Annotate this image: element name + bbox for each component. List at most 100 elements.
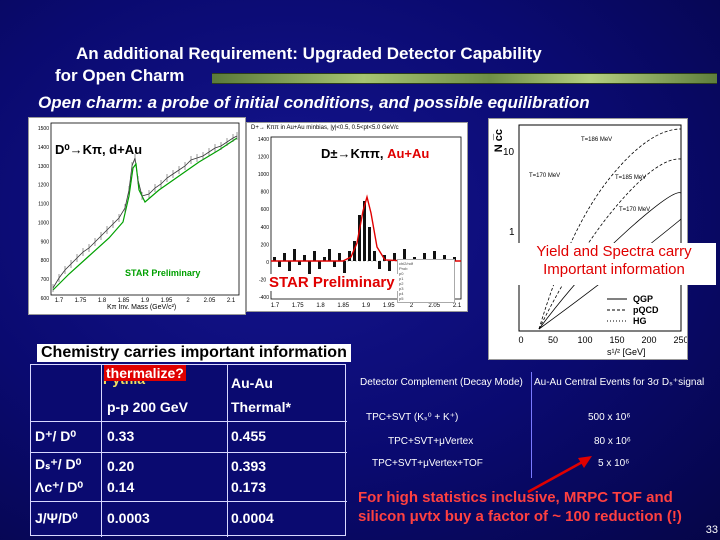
dau-star-label: STAR Preliminary: [125, 268, 201, 278]
histogram-bar: [308, 261, 311, 275]
tick-label: 400: [261, 225, 270, 231]
tick-label: 700: [41, 277, 50, 283]
ncc-ytick-1: 1: [509, 227, 515, 238]
table-divider: [31, 501, 347, 502]
slide-title: An additional Requirement: Upgraded Dete…: [76, 44, 542, 63]
tick-label: -200: [259, 277, 269, 283]
tick-label: 1.75: [292, 303, 304, 309]
tick-label: 0: [518, 335, 523, 345]
detector-row-config: TPC+SVT (Kₛ⁰ + K⁺): [366, 412, 459, 423]
ncc-legend-pqcd: pQCD: [633, 305, 659, 315]
ratio-head-pp: p-p 200 GeV: [107, 399, 188, 415]
tick-label: 2.1: [453, 303, 462, 309]
histogram-bar: [338, 253, 341, 261]
histogram-bar: [288, 261, 291, 271]
tick-label: 2.05: [428, 303, 440, 309]
auau-label: D±→Kππ,: [321, 146, 384, 161]
dau-label: D⁰→Kπ, d+Au: [55, 142, 143, 157]
histogram-bar: [388, 261, 391, 271]
auau-fit-params: chi2/ndf Prob p0 p1 p2 p3 p4 p5: [399, 261, 414, 301]
tick-label: 2.1: [227, 298, 236, 304]
detector-head-right: Au-Au Central Events for 3σ Dₛ⁺signal: [534, 377, 705, 388]
table-divider: [31, 452, 347, 453]
tick-label: 2: [186, 298, 190, 304]
detector-table: Detector Complement (Decay Mode) Au-Au C…: [356, 372, 710, 478]
tick-label: 1.7: [271, 303, 280, 309]
tick-label: 0: [266, 260, 269, 266]
histogram-bar: [393, 253, 396, 261]
histogram-bar: [373, 251, 376, 261]
ratio-head-thermal: Thermal*: [231, 399, 291, 415]
ncc-curve-label: T=185 MeV: [615, 175, 647, 181]
histogram-bar: [298, 261, 301, 265]
ratio-row-label: D⁺/ D⁰: [35, 428, 77, 444]
page-number: 33: [705, 524, 718, 536]
tick-label: 1.9: [141, 298, 150, 304]
tick-label: 1.85: [118, 298, 130, 304]
table-divider: [227, 365, 228, 537]
tick-label: 900: [41, 239, 50, 245]
tick-label: 1.95: [161, 298, 173, 304]
tick-label: 1.8: [98, 298, 107, 304]
histogram-bar: [293, 249, 296, 261]
histogram-bar: [353, 241, 356, 261]
ratio-row-auau: 0.393: [231, 458, 267, 474]
yield-annotation: Yield and Spectra carry Important inform…: [512, 243, 716, 285]
detector-row-events: 500 x 10⁶: [588, 412, 631, 423]
ratio-row-pp: 0.20: [107, 458, 135, 474]
tick-label: 1.7: [55, 298, 64, 304]
histogram-bar: [358, 215, 361, 261]
histogram-bar: [313, 251, 316, 261]
tick-label: 150: [609, 335, 624, 345]
ratio-row-auau: 0.0004: [231, 510, 274, 526]
ncc-curve-label: T=170 MeV: [529, 173, 561, 179]
table-divider: [531, 372, 532, 478]
ncc-xaxis-label: s¹/² [GeV]: [607, 347, 646, 357]
histogram-bar: [343, 261, 346, 273]
tick-label: 250: [673, 335, 687, 345]
ncc-curve-label: T=186 MeV: [581, 137, 613, 143]
ratio-row-auau: 0.173: [231, 479, 267, 495]
tick-label: 1.85: [337, 303, 349, 309]
dau-mass-plot: 1500 1400 1300 1200 1100 1000 900 800 700 600 1.7…: [38, 122, 240, 304]
auau-header: D±→Kππ, Au+Au: [321, 146, 429, 161]
ratio-row-pp: 0.0003: [107, 510, 150, 526]
panel-dau-plot: 1500 1400 1300 1200 1100 1000 900 800 700 600 1.7…: [28, 117, 246, 315]
ratio-row-label: J/Ψ/D⁰: [35, 510, 78, 526]
bottom-note: For high statistics inclusive, MRPC TOF …: [358, 489, 682, 525]
detector-row-events: 5 x 10⁶: [598, 458, 630, 469]
arrow-icon: [527, 456, 592, 494]
chemistry-annotation: Chemistry carries important information: [37, 344, 351, 362]
histogram-bar: [433, 251, 436, 261]
yield-annotation-text: Yield and Spectra carry Important inform…: [536, 243, 692, 278]
auau-topline: D+→ Kππ in Au+Au minbias, |y|<0.5, 0.5<p…: [251, 125, 399, 131]
tick-label: 2.05: [204, 298, 216, 304]
ratio-head-auau: Au-Au: [231, 375, 273, 391]
dau-xaxis-label: Kπ Inv. Mass (GeV/c²): [107, 304, 177, 311]
tick-label: 1.95: [383, 303, 395, 309]
tick-label: 1.9: [362, 303, 371, 309]
tick-label: 200: [641, 335, 656, 345]
ratio-row-label: Λc⁺/ D⁰: [35, 479, 84, 495]
histogram-bar: [443, 255, 446, 261]
tick-label: 1400: [258, 137, 269, 143]
histogram-bar: [403, 249, 406, 261]
ratio-table: Pythia p-p 200 GeV Au-Au Thermal* D⁺/ D⁰…: [30, 364, 347, 537]
tick-label: 1000: [38, 220, 49, 226]
histogram-bar: [328, 249, 331, 261]
histogram-bar: [318, 261, 321, 269]
histogram-bar: [378, 261, 381, 269]
tick-label: 800: [41, 258, 50, 264]
slide-subtitle: Open charm: a probe of initial condition…: [38, 93, 590, 112]
histogram-bar: [368, 227, 371, 261]
histogram-bar: [333, 261, 336, 267]
ratio-row-auau: 0.455: [231, 428, 267, 444]
ratio-row-pp: 0.33: [107, 428, 135, 444]
table-divider: [101, 365, 102, 537]
auau-fit-box: chi2/ndf Prob p0 p1 p2 p3 p4 p5: [397, 259, 455, 303]
histogram-bar: [273, 257, 276, 261]
ncc-ytick-10: 10: [503, 147, 515, 158]
auau-star-label: STAR Preliminary: [266, 274, 398, 291]
thermalize-label: thermalize?: [104, 365, 186, 381]
